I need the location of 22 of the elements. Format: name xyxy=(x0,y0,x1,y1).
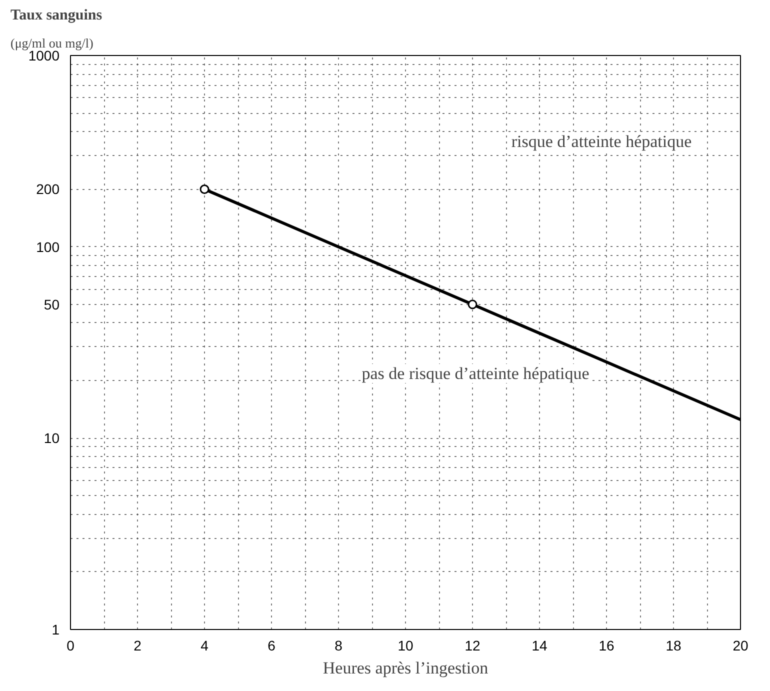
y-tick-label: 1 xyxy=(52,622,60,638)
y-tick-label: 1000 xyxy=(28,48,60,64)
y-tick-label: 100 xyxy=(36,238,60,255)
x-tick-label: 14 xyxy=(532,638,548,654)
x-tick-label: 8 xyxy=(334,638,343,654)
x-tick-label: 10 xyxy=(398,638,414,654)
annotation: risque d’atteinte hépatique xyxy=(511,132,692,151)
chart-title: Taux sanguins xyxy=(10,8,102,24)
x-axis-title: Heures après l’ingestion xyxy=(322,658,489,678)
x-tick-label: 16 xyxy=(598,638,614,654)
x-tick-label: 12 xyxy=(464,638,480,654)
x-tick-label: 4 xyxy=(200,638,209,654)
chart-subtitle: (μg/ml ou mg/l) xyxy=(10,36,94,50)
x-tick-label: 0 xyxy=(66,638,75,654)
y-tick-label: 10 xyxy=(44,430,60,446)
annotation: pas de risque d’atteinte hépatique xyxy=(362,364,590,383)
y-tick-label: 50 xyxy=(44,296,60,312)
x-tick-label: 20 xyxy=(732,638,748,654)
y-tick-label: 200 xyxy=(36,181,60,198)
x-tick-label: 2 xyxy=(134,638,142,654)
x-tick-label: 18 xyxy=(666,638,682,654)
x-tick-label: 6 xyxy=(268,638,276,654)
